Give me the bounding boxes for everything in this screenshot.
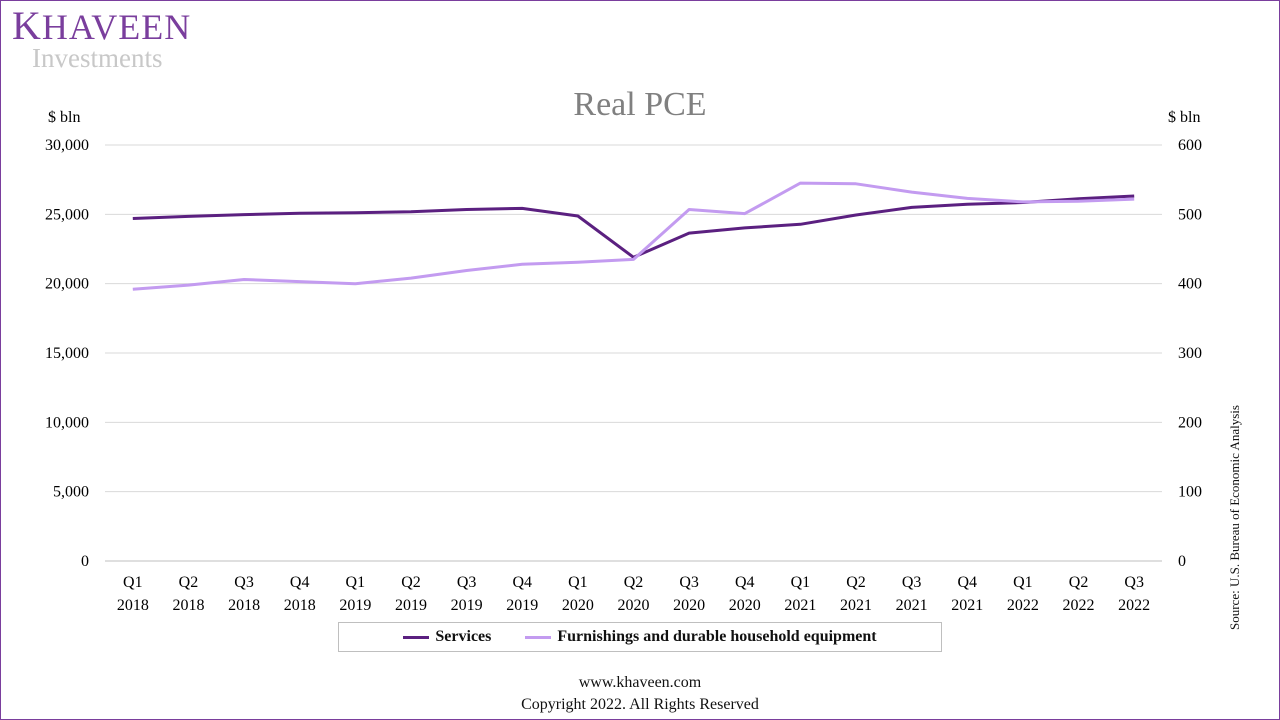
chart-legend: Services Furnishings and durable househo… (338, 622, 942, 652)
x-tick-label: Q1 (123, 574, 143, 591)
y-left-tick-label: 30,000 (45, 137, 89, 154)
footer-url: www.khaveen.com (578, 674, 702, 691)
y-right-tick-label: 500 (1178, 206, 1202, 223)
x-tick-label: 2021 (784, 597, 816, 614)
brand-name: HAVEEN (41, 7, 192, 47)
x-tick-label: 2020 (729, 597, 761, 614)
x-tick-label: 2018 (284, 597, 316, 614)
x-tick-label: 2019 (339, 597, 371, 614)
x-tick-label: 2021 (896, 597, 928, 614)
brand-subtitle: Investments (32, 43, 163, 73)
y-left-tick-label: 5,000 (53, 484, 89, 501)
y-axis-left-label: $ bln (48, 109, 80, 126)
brand-logo: KHAVEEN (12, 3, 192, 48)
y-axis-left: 0 5,000 10,000 15,000 20,000 25,000 30,000 (45, 137, 89, 570)
legend-swatch-services (403, 635, 430, 639)
x-tick-label: 2022 (1007, 597, 1039, 614)
x-tick-label: Q3 (457, 574, 477, 591)
footer-copyright: Copyright 2022. All Rights Reserved (521, 696, 759, 713)
legend-item-furnishings: Furnishings and durable household equipm… (525, 628, 877, 646)
x-tick-label: Q4 (735, 574, 755, 591)
source-note: Source: U.S. Bureau of Economic Analysis (1226, 374, 1244, 630)
legend-item-services: Services (403, 628, 491, 646)
series-line-services (132, 194, 1135, 259)
x-tick-label: 2019 (506, 597, 538, 614)
y-axis-right-label: $ bln (1168, 109, 1200, 126)
grid-lines (105, 144, 1162, 562)
x-tick-label: 2018 (172, 597, 204, 614)
legend-label-services: Services (435, 628, 492, 645)
x-tick-label: Q1 (1013, 574, 1033, 591)
x-tick-label: 2018 (117, 597, 149, 614)
y-left-tick-label: 15,000 (45, 345, 89, 362)
x-tick-label: 2020 (673, 597, 705, 614)
brand-initial: K (12, 3, 42, 48)
y-left-tick-label: 0 (81, 553, 89, 570)
y-right-tick-label: 0 (1178, 553, 1186, 570)
source-text: Source: U.S. Bureau of Economic Analysis (1227, 405, 1242, 630)
y-right-tick-label: 400 (1178, 276, 1202, 293)
x-tick-label: 2022 (1063, 597, 1095, 614)
y-right-tick-label: 300 (1178, 345, 1202, 362)
x-tick-label: 2019 (395, 597, 427, 614)
x-tick-label: Q1 (346, 574, 366, 591)
x-tick-label: Q4 (958, 574, 978, 591)
x-tick-label: Q2 (624, 574, 644, 591)
series-line-furnishings (132, 181, 1135, 291)
chart-title: Real PCE (573, 86, 707, 123)
x-tick-label: Q2 (179, 574, 199, 591)
x-tick-label: 2018 (228, 597, 260, 614)
x-tick-label: 2022 (1118, 597, 1150, 614)
x-tick-label: 2021 (951, 597, 983, 614)
x-tick-label: 2020 (562, 597, 594, 614)
y-left-tick-label: 20,000 (45, 276, 89, 293)
legend-swatch-furnishings (525, 635, 552, 639)
x-tick-label: Q4 (512, 574, 532, 591)
x-tick-label: 2021 (840, 597, 872, 614)
x-tick-label: 2020 (618, 597, 650, 614)
series-lines (132, 181, 1135, 291)
x-tick-label: Q3 (679, 574, 699, 591)
y-right-tick-label: 600 (1178, 137, 1202, 154)
y-axis-right: 0 100 200 300 400 500 600 (1178, 137, 1202, 570)
x-axis: Q1 2018 Q2 2018 Q3 2018 Q4 2018 Q1 2019 Q2 2019 Q3 20… (117, 574, 1150, 614)
legend-label-furnishings: Furnishings and durable household equipm… (557, 628, 877, 645)
x-tick-label: Q3 (234, 574, 254, 591)
x-tick-label: Q2 (1069, 574, 1089, 591)
x-tick-label: 2019 (451, 597, 483, 614)
x-tick-label: Q1 (791, 574, 811, 591)
x-tick-label: Q3 (902, 574, 922, 591)
x-tick-label: Q3 (1124, 574, 1144, 591)
x-tick-label: Q1 (568, 574, 588, 591)
y-right-tick-label: 100 (1178, 484, 1202, 501)
y-left-tick-label: 10,000 (45, 414, 89, 431)
x-tick-label: Q4 (290, 574, 310, 591)
y-right-tick-label: 200 (1178, 414, 1202, 431)
x-tick-label: Q2 (401, 574, 421, 591)
x-tick-label: Q2 (846, 574, 866, 591)
y-left-tick-label: 25,000 (45, 206, 89, 223)
